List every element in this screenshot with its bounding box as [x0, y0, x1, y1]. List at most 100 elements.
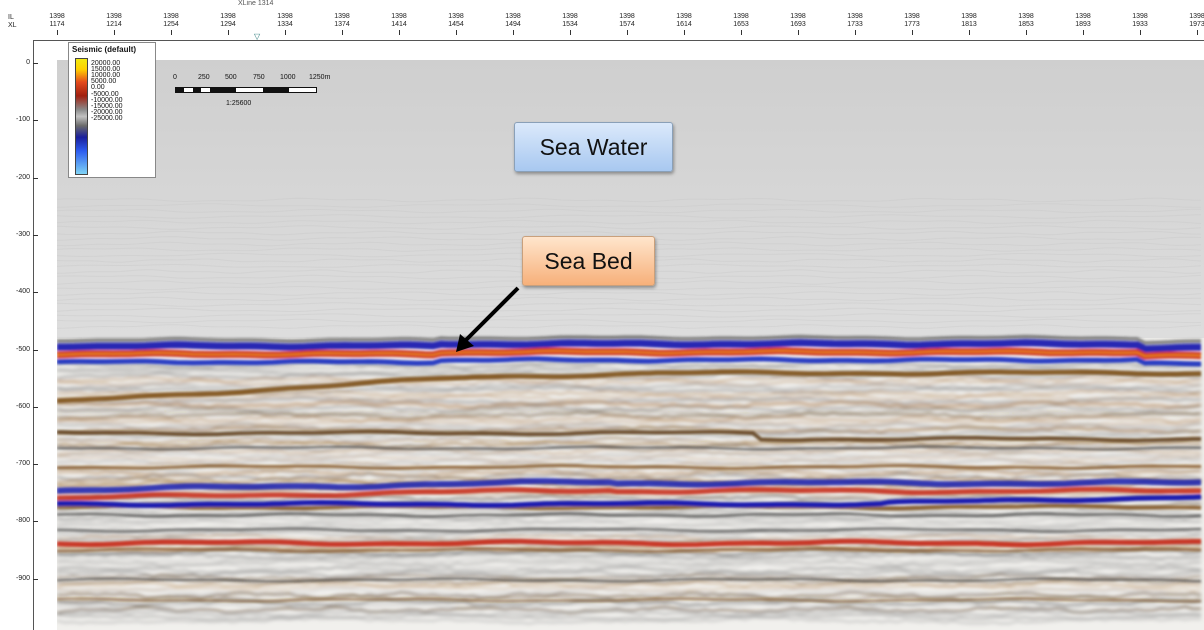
inline-tick-label: 1398 [676, 13, 692, 20]
water-column-noise [57, 197, 1202, 329]
crossline-axis: IL XL XLine 1314 ▽ 1398 1174 1398 1214 1398 1… [0, 0, 1204, 41]
seismic-color-legend[interactable]: Seismic (default) 20000.00 15000.00 10000.… [68, 42, 156, 178]
sea-bed-arrow-icon [456, 286, 520, 352]
scale-label: 250 [198, 74, 210, 81]
crossline-tick: 1398 1254 [151, 13, 191, 35]
xline-marker-icon[interactable]: ▽ [254, 32, 261, 41]
legend-value: -10000.00 [91, 96, 123, 104]
inline-tick-label: 1398 [847, 13, 863, 20]
crossline-tick: 1398 1893 [1063, 13, 1103, 35]
legend-value: -15000.00 [91, 102, 123, 110]
seabed-reflectors [57, 334, 1202, 603]
crossline-tick-label: 1813 [961, 21, 977, 28]
crossline-tick-label: 1574 [619, 21, 635, 28]
crossline-tick: 1398 1853 [1006, 13, 1046, 35]
crossline-tick: 1398 1693 [778, 13, 818, 35]
inline-tick-label: 1398 [961, 13, 977, 20]
depth-tick: -400 [0, 288, 38, 296]
crossline-tick-label: 1374 [334, 21, 350, 28]
inline-tick-label: 1398 [448, 13, 464, 20]
crossline-tick-label: 1693 [790, 21, 806, 28]
crossline-tick: 1398 1334 [265, 13, 305, 35]
inline-tick-label: 1398 [1132, 13, 1148, 20]
crossline-tick: 1398 1614 [664, 13, 704, 35]
inline-tick-label: 1398 [106, 13, 122, 20]
il-label: IL [8, 14, 14, 21]
depth-tick: 0 [0, 59, 38, 66]
depth-tick: -100 [0, 116, 38, 124]
crossline-tick-label: 1893 [1075, 21, 1091, 28]
inline-tick-label: 1398 [163, 13, 179, 20]
crossline-tick-label: 1933 [1132, 21, 1148, 28]
depth-tick-label: -600 [15, 402, 30, 410]
depth-tick-label: -300 [15, 230, 30, 238]
color-bar [75, 58, 88, 175]
depth-tick-label: -200 [15, 173, 30, 181]
crossline-tick-label: 1733 [847, 21, 863, 28]
crossline-tick: 1398 1374 [322, 13, 362, 35]
inline-tick-label: 1398 [619, 13, 635, 20]
crossline-tick: 1398 1534 [550, 13, 590, 35]
crossline-tick: 1398 1454 [436, 13, 476, 35]
depth-tick: -900 [0, 574, 38, 582]
scale-label: 1250m [309, 74, 331, 81]
scale-bar: 0 250 500 750 1000 1250m 1:25600 [170, 74, 330, 110]
inline-tick-label: 1398 [277, 13, 293, 20]
depth-tick-label: -100 [15, 116, 30, 124]
sea-bed-callout: Sea Bed [522, 236, 655, 286]
inline-tick-label: 1398 [334, 13, 350, 20]
crossline-tick: 1398 1294 [208, 13, 248, 35]
depth-tick-label: 0 [26, 59, 30, 66]
inline-tick-label: 1398 [733, 13, 749, 20]
inline-tick-label: 1398 [562, 13, 578, 20]
crossline-tick-label: 1494 [505, 21, 521, 28]
crossline-tick: 1398 1773 [892, 13, 932, 35]
depth-tick: -500 [0, 346, 38, 353]
crossline-tick-label: 1414 [391, 21, 407, 28]
crossline-tick-label: 1773 [904, 21, 920, 28]
depth-tick-label: -900 [15, 574, 30, 582]
legend-value: 10000.00 [91, 72, 121, 80]
legend-value: -20000.00 [91, 108, 123, 116]
inline-tick-label: 1398 [904, 13, 920, 20]
seismic-section-view[interactable] [57, 60, 1204, 630]
depth-tick: -300 [0, 230, 38, 238]
inline-tick-label: 1398 [505, 13, 521, 20]
scale-label: 0 [173, 74, 177, 81]
scale-ratio: 1:25600 [226, 100, 252, 107]
crossline-tick: 1398 1174 [37, 13, 77, 35]
crossline-tick-label: 1214 [106, 21, 122, 28]
inline-tick-label: 1398 [220, 13, 236, 20]
crossline-tick-label: 1254 [163, 21, 179, 28]
xline-position-label: XLine 1314 [238, 0, 274, 7]
crossline-tick: 1398 1733 [835, 13, 875, 35]
scale-label: 750 [253, 74, 265, 81]
legend-value: 15000.00 [91, 66, 121, 74]
scale-label: 1000 [280, 74, 296, 81]
crossline-tick: 1398 1214 [94, 13, 134, 35]
depth-tick: -700 [0, 460, 38, 468]
legend-value: -5000.00 [91, 90, 119, 98]
legend-title: Seismic (default) [72, 45, 137, 54]
crossline-tick-label: 1853 [1018, 21, 1034, 28]
scale-segments [175, 87, 317, 93]
depth-tick-label: -400 [15, 288, 30, 296]
crossline-tick: 1398 1813 [949, 13, 989, 35]
legend-value: 0.00 [91, 84, 105, 92]
legend-value: 5000.00 [91, 78, 117, 86]
inline-tick-label: 1398 [790, 13, 806, 20]
depth-tick: -800 [0, 517, 38, 524]
crossline-tick: 1398 1574 [607, 13, 647, 35]
crossline-tick-label: 1174 [49, 21, 65, 28]
crossline-tick-label: 1973 [1189, 21, 1204, 28]
inline-tick-label: 1398 [49, 13, 65, 20]
inline-tick-label: 1398 [1189, 13, 1204, 20]
crossline-tick-label: 1653 [733, 21, 749, 28]
depth-tick-label: -700 [15, 460, 30, 468]
crossline-tick: 1398 1973 [1177, 13, 1204, 35]
crossline-tick-label: 1454 [448, 21, 464, 28]
crossline-tick-label: 1334 [277, 21, 293, 28]
depth-tick: -600 [0, 402, 38, 410]
sea-water-callout: Sea Water [514, 122, 673, 172]
scale-label: 500 [225, 74, 237, 81]
